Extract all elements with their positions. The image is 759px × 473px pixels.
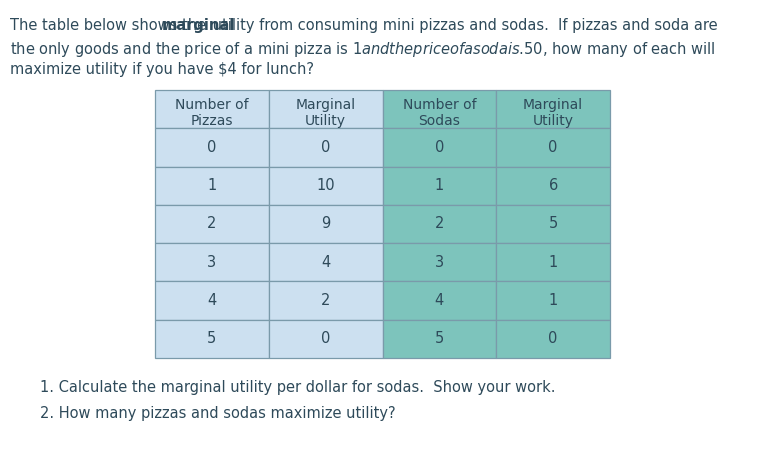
Bar (155, 205, 269, 243)
Bar (496, 166, 610, 205)
Text: 1: 1 (435, 178, 444, 193)
Text: 4: 4 (321, 255, 330, 270)
Text: marginal: marginal (162, 18, 235, 33)
Text: Number of: Number of (175, 98, 249, 112)
Bar (383, 320, 496, 358)
Text: 5: 5 (435, 332, 444, 346)
Bar (383, 90, 496, 128)
Bar (383, 281, 496, 320)
Text: Number of: Number of (402, 98, 476, 112)
Text: 1: 1 (549, 255, 558, 270)
Text: Pizzas: Pizzas (191, 114, 233, 128)
Bar (269, 90, 383, 128)
Bar (155, 320, 269, 358)
Bar (269, 128, 383, 166)
Bar (155, 90, 269, 128)
Bar (155, 281, 269, 320)
Bar (496, 128, 610, 166)
Text: 5: 5 (549, 217, 558, 231)
Text: The table below shows the: The table below shows the (10, 18, 211, 33)
Text: 0: 0 (321, 140, 330, 155)
Text: 5: 5 (207, 332, 216, 346)
Text: Sodas: Sodas (418, 114, 460, 128)
Bar (155, 166, 269, 205)
Text: utility from consuming mini pizzas and sodas.  If pizzas and soda are: utility from consuming mini pizzas and s… (208, 18, 717, 33)
Text: 6: 6 (549, 178, 558, 193)
Bar (383, 205, 496, 243)
Text: 3: 3 (435, 255, 444, 270)
Text: the only goods and the price of a mini pizza is $1 and the price of a soda is $.: the only goods and the price of a mini p… (10, 40, 716, 59)
Text: Marginal: Marginal (523, 98, 583, 112)
Text: Utility: Utility (533, 114, 574, 128)
Bar (496, 90, 610, 128)
Text: 0: 0 (207, 140, 216, 155)
Bar (383, 166, 496, 205)
Bar (269, 243, 383, 281)
Text: 1: 1 (549, 293, 558, 308)
Text: Utility: Utility (305, 114, 346, 128)
Text: 0: 0 (435, 140, 444, 155)
Text: 1: 1 (207, 178, 216, 193)
Text: 2: 2 (207, 217, 216, 231)
Bar (269, 205, 383, 243)
Bar (496, 205, 610, 243)
Text: 3: 3 (207, 255, 216, 270)
Text: maximize utility if you have $4 for lunch?: maximize utility if you have $4 for lunc… (10, 62, 314, 77)
Text: 2: 2 (321, 293, 330, 308)
Bar (496, 243, 610, 281)
Bar (155, 128, 269, 166)
Bar (383, 243, 496, 281)
Text: 0: 0 (549, 332, 558, 346)
Bar (269, 320, 383, 358)
Bar (269, 166, 383, 205)
Text: 4: 4 (207, 293, 216, 308)
Text: 0: 0 (549, 140, 558, 155)
Bar (269, 281, 383, 320)
Text: 1. Calculate the marginal utility per dollar for sodas.  Show your work.: 1. Calculate the marginal utility per do… (40, 380, 556, 395)
Text: 2. How many pizzas and sodas maximize utility?: 2. How many pizzas and sodas maximize ut… (40, 406, 395, 421)
Bar (496, 281, 610, 320)
Bar (155, 243, 269, 281)
Text: 9: 9 (321, 217, 330, 231)
Text: 2: 2 (435, 217, 444, 231)
Text: 10: 10 (317, 178, 335, 193)
Text: Marginal: Marginal (295, 98, 356, 112)
Text: 0: 0 (321, 332, 330, 346)
Text: 4: 4 (435, 293, 444, 308)
Bar (383, 128, 496, 166)
Bar (496, 320, 610, 358)
